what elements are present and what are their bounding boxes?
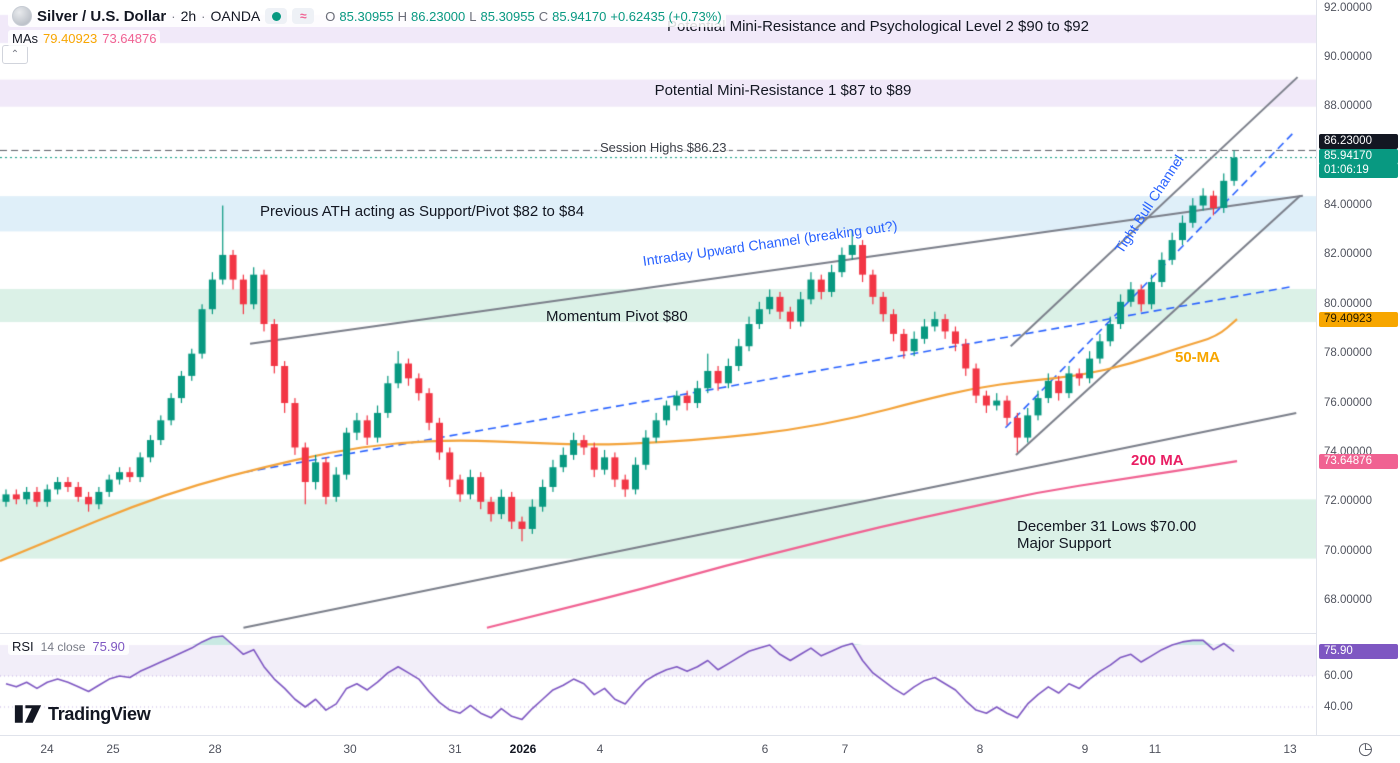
price-axis-label: 70.00000: [1324, 544, 1372, 557]
price-axis-label: 90.00000: [1324, 50, 1372, 63]
high-label: H: [397, 8, 408, 24]
price-axis-label: 84.00000: [1324, 199, 1372, 212]
time-axis-label: 4: [596, 742, 604, 756]
price-axis[interactable]: 92.00000 90.00000 88.00000 84.00000 82.00000…: [1316, 0, 1400, 735]
price-axis-label: 82.00000: [1324, 248, 1372, 261]
price-axis-label: 80.00000: [1324, 297, 1372, 310]
ma200-value: 73.64876: [102, 31, 157, 46]
december-lows-line1: December 31 Lows $70.00: [1017, 518, 1197, 535]
zone-label-psych-level-2: Potential Mini-Resistance and Psychologi…: [667, 18, 1089, 35]
rsi-axis-label: 60.00: [1324, 669, 1353, 682]
time-axis-label: 11: [1148, 742, 1162, 756]
indicator-chip-teal[interactable]: [265, 8, 288, 24]
close-value: 85.94170: [552, 8, 607, 24]
clock-icon[interactable]: ◷: [1358, 739, 1373, 758]
ma200-badge: 73.64876: [1319, 453, 1398, 469]
zone-label-mini-resistance-1: Potential Mini-Resistance 1 $87 to $89: [654, 82, 912, 99]
price-axis-label: 72.00000: [1324, 495, 1372, 508]
price-axis-label: 68.00000: [1324, 594, 1372, 607]
collapse-indicators-button[interactable]: ⌃: [2, 45, 28, 64]
time-axis-label: 30: [343, 742, 357, 756]
low-label: L: [469, 8, 477, 24]
silver-symbol-icon: [12, 6, 32, 26]
low-value: 85.30955: [480, 8, 535, 24]
session-high-badge: 86.23000: [1319, 133, 1398, 149]
ma200-line-label: 200 MA: [1131, 452, 1184, 469]
time-axis-label: 2026: [509, 742, 537, 756]
time-axis-label: 25: [106, 742, 120, 756]
symbol-legend-row: Silver / U.S. Dollar · 2h · OANDA ≈ O 85.…: [8, 5, 726, 27]
ohlc-readout: O 85.30955 H 86.23000 L 85.30955 C 85.94170 …: [325, 9, 721, 24]
exchange-name[interactable]: OANDA: [210, 8, 261, 24]
open-value: 85.30955: [339, 8, 394, 24]
tradingview-logo-text: TradingView: [48, 703, 151, 724]
zone-label-momentum-pivot: Momentum Pivot $80: [546, 308, 688, 325]
ma50-value: 79.40923: [43, 31, 98, 46]
ma50-line-label: 50-MA: [1175, 349, 1221, 366]
rsi-title: RSI: [12, 639, 34, 654]
open-label: O: [325, 8, 336, 24]
time-axis-label: 8: [976, 742, 984, 756]
change-value: +0.62435 (+0.73%): [610, 8, 722, 24]
price-axis-label: 78.00000: [1324, 347, 1372, 360]
price-axis-label: 76.00000: [1324, 396, 1372, 409]
time-axis-label: 31: [448, 742, 462, 756]
mas-legend-row[interactable]: MAs 79.40923 73.64876: [8, 30, 161, 47]
separator-dot: ·: [171, 8, 176, 24]
time-axis-label: 13: [1283, 742, 1297, 756]
rsi-axis-label: 40.00: [1324, 700, 1353, 713]
countdown-badge: 01:06:19: [1319, 162, 1398, 178]
interval-selector[interactable]: 2h: [180, 8, 197, 24]
rsi-badge: 75.90: [1319, 643, 1398, 659]
december-lows-line2: Major Support: [1017, 535, 1112, 552]
time-axis-label: 7: [841, 742, 849, 756]
separator-dot: ·: [201, 8, 206, 24]
zone-label-previous-ath: Previous ATH acting as Support/Pivot $82…: [260, 203, 585, 220]
symbol-title[interactable]: Silver / U.S. Dollar: [37, 7, 167, 25]
price-axis-label: 92.00000: [1324, 1, 1372, 14]
time-axis-label: 28: [208, 742, 222, 756]
ma50-badge: 79.40923: [1319, 311, 1398, 327]
teal-dot-icon: [271, 11, 281, 21]
zone-label-december-lows: December 31 Lows $70.00 Major Support: [1017, 518, 1196, 552]
tradingview-logo-icon: [14, 705, 42, 723]
last-price-badge: 85.94170: [1319, 148, 1398, 164]
time-axis-label: 6: [761, 742, 769, 756]
price-chart-canvas[interactable]: [0, 0, 1316, 735]
mas-label: MAs: [12, 31, 38, 46]
pane-divider[interactable]: [0, 633, 1400, 634]
session-highs-label: Session Highs $86.23: [597, 140, 730, 155]
time-axis[interactable]: ◷ 24 25 28 30 31 2026 4 6 7 8 9 11 13: [0, 735, 1400, 763]
indicator-chip-pink[interactable]: ≈: [292, 8, 315, 24]
chart-legend: Silver / U.S. Dollar · 2h · OANDA ≈ O 85.…: [8, 5, 726, 47]
rsi-legend[interactable]: RSI 14 close 75.90: [8, 638, 129, 655]
rsi-params: 14 close: [40, 639, 86, 654]
time-axis-label: 9: [1081, 742, 1089, 756]
high-value: 86.23000: [411, 8, 466, 24]
price-axis-label: 88.00000: [1324, 100, 1372, 113]
rsi-value: 75.90: [92, 639, 125, 654]
close-label: C: [538, 8, 549, 24]
tradingview-logo[interactable]: TradingView: [14, 702, 151, 726]
time-axis-label: 24: [40, 742, 54, 756]
